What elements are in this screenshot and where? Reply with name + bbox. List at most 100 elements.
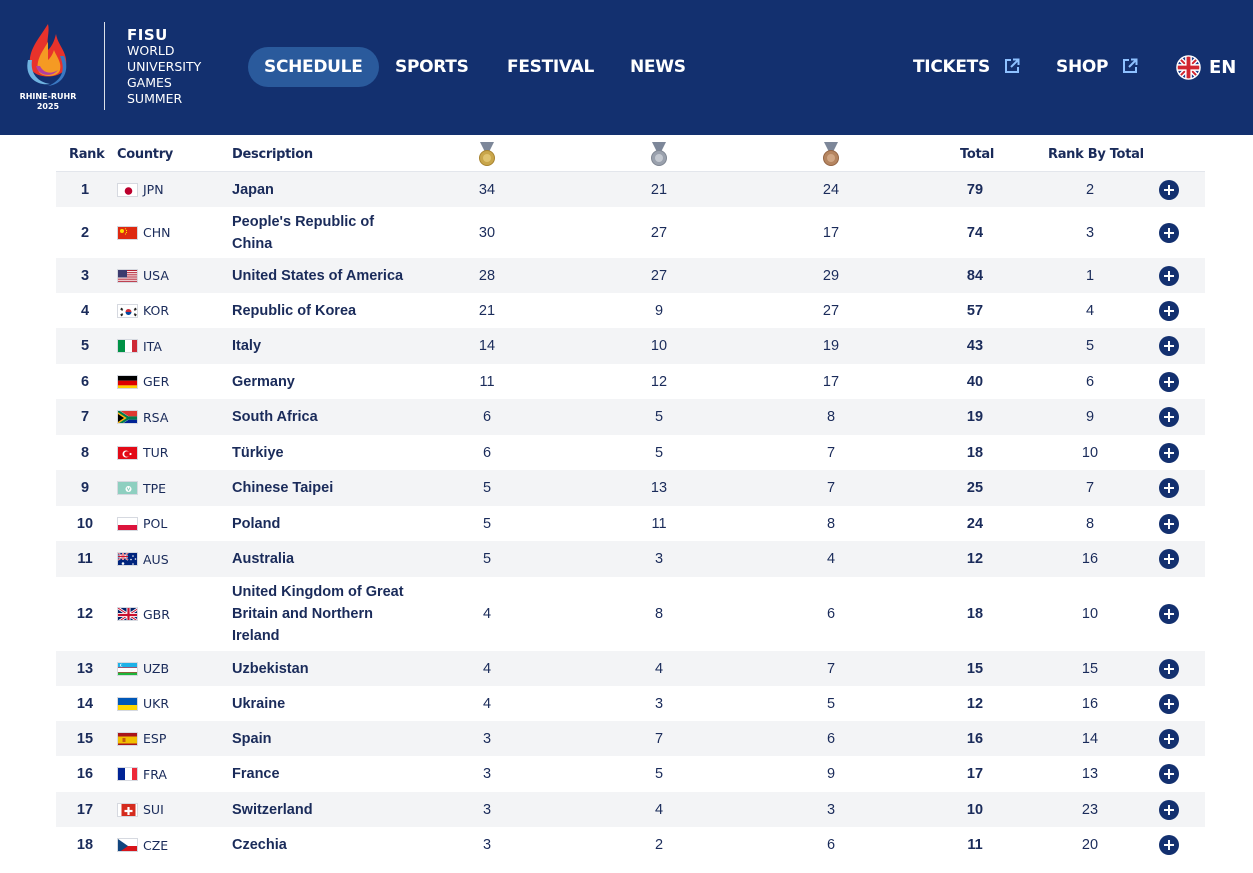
row-country: SUI <box>117 792 164 827</box>
row-bronze: 3 <box>826 801 836 818</box>
table-row: 1 JPN Japan 34 21 24 79 2 <box>56 172 1205 207</box>
flag-icon <box>117 516 138 531</box>
country-code: GBR <box>143 606 170 622</box>
fisu-brand[interactable]: FISU WORLD UNIVERSITY GAMES SUMMER <box>127 27 201 107</box>
row-country-name: Poland <box>232 515 281 532</box>
row-gold: 6 <box>482 444 492 461</box>
header-rank-by-total[interactable]: Rank By Total <box>1048 147 1144 162</box>
bronze-medal-icon[interactable] <box>821 141 841 167</box>
nav-schedule[interactable]: SCHEDULE <box>248 47 379 87</box>
expand-plus-icon[interactable] <box>1159 658 1179 679</box>
expand-plus-icon[interactable] <box>1159 265 1179 286</box>
row-silver: 12 <box>650 373 668 390</box>
row-total: 25 <box>966 480 984 496</box>
row-bronze: 8 <box>826 515 836 532</box>
row-bronze: 6 <box>826 730 836 747</box>
expand-plus-icon[interactable] <box>1159 764 1179 784</box>
row-rank-by-total: 2 <box>1085 181 1095 198</box>
row-rank-by-total: 1 <box>1085 267 1095 284</box>
row-gold: 11 <box>479 373 495 390</box>
row-country: POL <box>117 506 167 541</box>
row-rank-by-total: 6 <box>1085 373 1095 390</box>
expand-plus-icon[interactable] <box>1159 371 1179 392</box>
expand-plus-icon[interactable] <box>1159 179 1179 200</box>
row-expand <box>1159 207 1179 258</box>
row-rank: 16 <box>76 766 94 782</box>
row-country: RSA <box>117 399 168 435</box>
table-row: 4 KOR Republic of Korea 21 9 27 57 4 <box>56 293 1205 328</box>
nav-news[interactable]: NEWS <box>630 57 686 77</box>
table-body: 1 JPN Japan 34 21 24 79 2 2 CHN People's Republic … <box>56 172 1205 863</box>
country-code: SUI <box>143 802 164 817</box>
row-country: CZE <box>117 827 168 863</box>
nav-tickets[interactable]: TICKETS <box>913 47 1020 87</box>
expand-plus-icon[interactable] <box>1159 728 1179 749</box>
table-row: 13 UZB Uzbekistan 4 4 7 15 15 <box>56 651 1205 686</box>
expand-plus-icon[interactable] <box>1159 693 1179 714</box>
table-row: 9 TPE Chinese Taipei 5 13 7 25 7 <box>56 470 1205 506</box>
country-code: AUS <box>143 551 169 567</box>
nav-sports[interactable]: SPORTS <box>395 57 469 77</box>
flag-icon <box>117 303 138 318</box>
row-gold: 3 <box>482 801 492 818</box>
row-expand <box>1159 721 1179 756</box>
row-rank-by-total: 5 <box>1085 338 1095 354</box>
header-divider <box>104 22 105 110</box>
row-rank-by-total: 14 <box>1081 730 1099 747</box>
row-silver: 13 <box>650 480 668 496</box>
row-country-name: Spain <box>232 730 272 747</box>
row-bronze: 7 <box>826 480 836 496</box>
row-rank-by-total: 16 <box>1081 551 1099 567</box>
flag-icon <box>117 552 138 566</box>
row-gold: 4 <box>482 606 492 622</box>
logo-caption-line-1: RHINE-RUHR <box>19 92 77 101</box>
expand-plus-icon[interactable] <box>1159 407 1179 427</box>
row-rank: 6 <box>80 373 90 390</box>
expand-plus-icon[interactable] <box>1159 222 1179 243</box>
row-rank: 8 <box>80 444 90 461</box>
expand-plus-icon[interactable] <box>1159 604 1179 624</box>
gold-medal-icon[interactable] <box>477 141 497 167</box>
row-country-name: South Africa <box>232 409 318 425</box>
row-country-name: United Kingdom of Great Britain and Nort… <box>232 584 404 644</box>
expand-plus-icon[interactable] <box>1159 799 1179 820</box>
row-gold: 14 <box>478 338 496 354</box>
nav-festival[interactable]: FESTIVAL <box>507 57 594 77</box>
games-logo[interactable]: RHINE-RUHR 2025 <box>8 20 88 112</box>
medal-table: Rank Country Description Total Rank By T… <box>56 135 1205 863</box>
row-total: 24 <box>966 515 984 532</box>
row-rank: 5 <box>80 338 90 354</box>
flag-icon <box>117 481 138 495</box>
row-silver: 2 <box>654 837 664 853</box>
row-gold: 4 <box>482 695 492 712</box>
row-rank-by-total: 23 <box>1081 801 1099 818</box>
silver-medal-icon[interactable] <box>649 141 669 167</box>
row-expand <box>1159 172 1179 207</box>
expand-plus-icon[interactable] <box>1159 478 1179 498</box>
expand-plus-icon[interactable] <box>1159 300 1179 321</box>
header-total[interactable]: Total <box>960 147 995 162</box>
row-country: ITA <box>117 328 162 364</box>
row-expand <box>1159 827 1179 863</box>
row-country-name: Uzbekistan <box>232 660 309 677</box>
expand-plus-icon[interactable] <box>1159 336 1179 356</box>
row-total: 57 <box>966 302 984 319</box>
expand-plus-icon[interactable] <box>1159 549 1179 569</box>
row-rank: 10 <box>76 515 94 532</box>
expand-plus-icon[interactable] <box>1159 513 1179 534</box>
row-rank-by-total: 8 <box>1085 515 1095 532</box>
table-row: 10 POL Poland 5 11 8 24 8 <box>56 506 1205 541</box>
expand-plus-icon[interactable] <box>1159 442 1179 463</box>
row-country-name: France <box>232 766 280 782</box>
row-country: TPE <box>117 470 166 506</box>
flag-icon <box>117 767 138 781</box>
nav-shop[interactable]: SHOP <box>1056 47 1138 87</box>
row-gold: 34 <box>478 181 496 198</box>
language-selector[interactable]: EN <box>1176 54 1236 80</box>
row-country-name: Chinese Taipei <box>232 480 334 496</box>
row-total: 40 <box>966 373 984 390</box>
row-country: JPN <box>117 172 164 207</box>
row-country: GER <box>117 364 169 399</box>
expand-plus-icon[interactable] <box>1159 835 1179 855</box>
row-rank-by-total: 9 <box>1085 409 1095 425</box>
